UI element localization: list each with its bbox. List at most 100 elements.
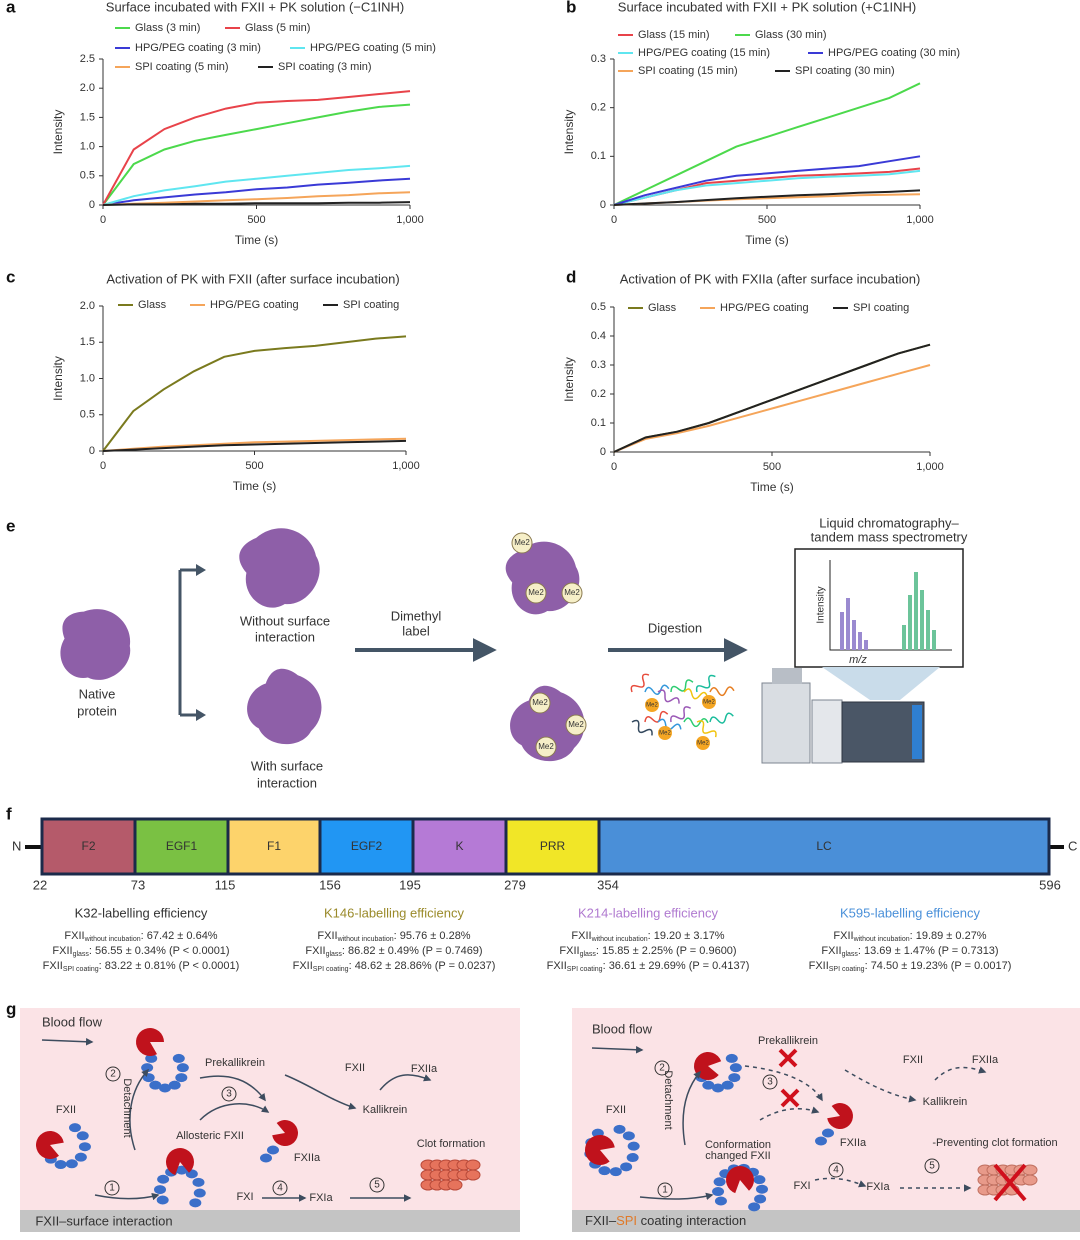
peak <box>932 630 936 650</box>
subscript: SPI coating <box>829 966 865 973</box>
subject: FXII <box>547 960 567 972</box>
step-label: Detachment <box>121 1078 133 1137</box>
peak <box>846 598 850 650</box>
domain-label: EGF2 <box>351 839 383 853</box>
legend-label: SPI coating (3 min) <box>278 61 372 73</box>
series-line <box>613 155 921 206</box>
peak <box>908 595 912 650</box>
blocked-mark <box>778 1048 798 1068</box>
efficiency-row: FXIIglass: 13.69 ± 1.47% (P = 0.7313) <box>821 945 998 958</box>
caption-part: FXII– <box>585 1213 617 1228</box>
me2-label: Me2 <box>564 588 580 597</box>
protein <box>247 668 322 745</box>
subscript: without incubation <box>591 936 648 943</box>
enzyme <box>136 1027 164 1056</box>
residue-label: 279 <box>504 877 526 892</box>
molecule-label: FXII <box>345 1062 365 1074</box>
protein <box>60 609 131 680</box>
result: : 36.61 ± 29.69% (P = 0.4137) <box>603 960 750 972</box>
domain <box>40 817 137 876</box>
pathway-arrow <box>94 1192 160 1201</box>
peptide <box>670 706 692 723</box>
fxii-domain <box>260 1153 272 1163</box>
step-label: Detachment <box>662 1070 674 1129</box>
clot-cell <box>465 1169 481 1181</box>
label-badge <box>658 726 672 740</box>
me2-label: Me2 <box>697 741 709 747</box>
x-tick-label: 1,000 <box>396 214 424 226</box>
peptide <box>644 710 669 723</box>
molecule-label: FXIIa <box>840 1137 867 1149</box>
step-circle <box>272 1180 288 1196</box>
flow-label: Blood flow <box>592 1021 653 1036</box>
residue-label: 354 <box>597 877 619 892</box>
molecule-label: FXIIa <box>972 1054 999 1066</box>
inset-x-label: m/z <box>849 654 867 666</box>
y-tick-label: 2.0 <box>80 82 95 94</box>
peak <box>926 610 930 650</box>
clot-cell <box>465 1159 481 1171</box>
y-tick-label: 0.5 <box>80 170 95 182</box>
legend-label: SPI coating (5 min) <box>135 61 229 73</box>
step-number: 1 <box>662 1185 668 1196</box>
peak <box>914 572 918 650</box>
subscript: SPI coating <box>567 966 603 973</box>
residue-label: 596 <box>1039 877 1061 892</box>
step-label: Dimethyl <box>391 608 442 623</box>
fxii-domain <box>622 1131 635 1141</box>
terminus-label: C <box>1068 838 1077 853</box>
subject: FXII <box>305 945 325 957</box>
method-label: tandem mass spectrometry <box>811 529 968 544</box>
domain <box>318 817 415 876</box>
subject: FXII <box>559 945 579 957</box>
result: : 56.55 ± 0.34% (P < 0.0001) <box>89 945 230 957</box>
panel-label: b <box>566 0 576 16</box>
result: : 67.42 ± 0.64% <box>141 930 218 942</box>
panel-label: a <box>6 0 16 16</box>
label-badge <box>696 736 710 750</box>
y-tick-label: 0 <box>89 199 95 211</box>
series-line <box>102 103 411 206</box>
legend-label: HPG/PEG coating (5 min) <box>310 42 436 54</box>
step-circle <box>924 1158 940 1174</box>
fxii-domain <box>65 1159 78 1169</box>
fxii-domain <box>725 1053 738 1063</box>
step-number: 3 <box>226 1089 232 1100</box>
series-line <box>613 343 931 453</box>
subscript: SPI coating <box>313 966 349 973</box>
domain-label: F1 <box>267 839 281 853</box>
step-circle <box>221 1086 237 1102</box>
blocked-mark <box>993 1163 1027 1202</box>
peptide <box>657 689 680 704</box>
chart-title: Surface incubated with FXII + PK solutio… <box>106 0 404 14</box>
efficiency-row: FXIIwithout incubation: 19.89 ± 0.27% <box>833 930 986 943</box>
pathway-arrow <box>199 1075 266 1102</box>
fxii-domain <box>192 1177 205 1187</box>
molecule-label: FXII <box>606 1104 626 1116</box>
chart-title: Activation of PK with FXII (after surfac… <box>106 271 399 286</box>
step-label: Digestion <box>648 620 702 635</box>
subscript: glass <box>842 951 859 958</box>
fxii-domain <box>712 1187 725 1197</box>
subscript: glass <box>326 951 343 958</box>
result: : 19.20 ± 3.17% <box>648 930 725 942</box>
step-circle <box>104 1180 120 1196</box>
fxii-domain <box>54 1160 67 1170</box>
fxii-domain <box>74 1152 87 1162</box>
fxii-domain <box>729 1063 742 1073</box>
subscript: glass <box>73 951 90 958</box>
molecule-label: Prekallikrein <box>205 1057 265 1069</box>
molecule-label: FXIa <box>309 1192 333 1204</box>
fxii-domain <box>748 1202 761 1212</box>
result: : 83.22 ± 0.81% (P < 0.0001) <box>99 960 240 972</box>
protein <box>510 685 585 762</box>
legend-label: HPG/PEG coating (3 min) <box>135 42 261 54</box>
domain <box>504 817 601 876</box>
molecule-label: FXII <box>56 1104 76 1116</box>
efficiency-row: FXIIglass: 56.55 ± 0.34% (P < 0.0001) <box>52 945 229 958</box>
label-badge <box>565 714 587 736</box>
fxii-domain <box>627 1141 640 1151</box>
surface <box>572 1210 1080 1232</box>
result: : 86.82 ± 0.49% (P = 0.7469) <box>342 945 483 957</box>
step-number: 4 <box>833 1165 839 1176</box>
